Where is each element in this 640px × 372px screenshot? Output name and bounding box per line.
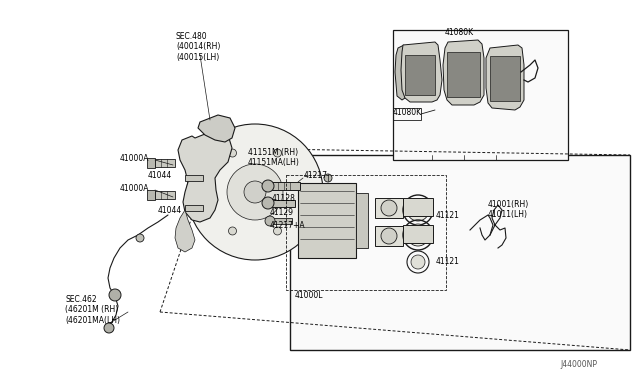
Polygon shape bbox=[198, 115, 235, 142]
Circle shape bbox=[381, 228, 397, 244]
Text: 41080K: 41080K bbox=[393, 108, 422, 116]
Bar bbox=[298, 183, 356, 258]
Circle shape bbox=[244, 181, 266, 203]
Text: SEC.462
(46201M (RH)
(46201MA(LH): SEC.462 (46201M (RH) (46201MA(LH) bbox=[65, 295, 120, 325]
Bar bbox=[290, 155, 630, 350]
Bar bbox=[393, 30, 568, 160]
Bar bbox=[490, 56, 520, 101]
Text: 41217: 41217 bbox=[304, 170, 328, 180]
Circle shape bbox=[407, 224, 429, 246]
Bar bbox=[153, 191, 175, 199]
Text: 41128: 41128 bbox=[272, 193, 296, 202]
Bar bbox=[405, 55, 435, 95]
Circle shape bbox=[407, 199, 429, 221]
Text: 41080K: 41080K bbox=[445, 28, 474, 37]
Polygon shape bbox=[486, 45, 524, 110]
Circle shape bbox=[136, 234, 144, 242]
Text: 41001(RH)
41011(LH): 41001(RH) 41011(LH) bbox=[488, 200, 529, 219]
Bar bbox=[375, 226, 403, 246]
Polygon shape bbox=[401, 42, 442, 102]
Text: 41121: 41121 bbox=[436, 211, 460, 219]
Bar bbox=[147, 158, 155, 168]
Bar bbox=[403, 198, 433, 216]
Circle shape bbox=[273, 149, 282, 157]
Text: 41000A: 41000A bbox=[120, 183, 150, 192]
Polygon shape bbox=[395, 45, 405, 100]
Bar bbox=[447, 52, 480, 97]
Text: 41000A: 41000A bbox=[120, 154, 150, 163]
Circle shape bbox=[411, 255, 425, 269]
Circle shape bbox=[262, 180, 274, 192]
Bar bbox=[375, 198, 403, 218]
Bar bbox=[356, 193, 368, 248]
Text: 41217+A: 41217+A bbox=[270, 221, 306, 230]
Text: 41151M (RH)
41151MA(LH): 41151M (RH) 41151MA(LH) bbox=[248, 148, 300, 167]
Circle shape bbox=[104, 323, 114, 333]
Bar bbox=[286, 175, 446, 290]
Circle shape bbox=[228, 227, 237, 235]
Circle shape bbox=[262, 197, 274, 209]
Bar bbox=[185, 205, 203, 211]
Text: 41129: 41129 bbox=[270, 208, 294, 217]
Circle shape bbox=[187, 124, 323, 260]
Bar bbox=[147, 190, 155, 200]
Polygon shape bbox=[178, 130, 232, 222]
Circle shape bbox=[273, 227, 282, 235]
Bar bbox=[153, 159, 175, 167]
Text: 41044: 41044 bbox=[148, 170, 172, 180]
Text: 41000L: 41000L bbox=[295, 291, 323, 299]
Bar bbox=[272, 218, 292, 224]
Text: SEC.480
(40014(RH)
(40015(LH): SEC.480 (40014(RH) (40015(LH) bbox=[176, 32, 220, 62]
Bar bbox=[270, 182, 300, 190]
Circle shape bbox=[109, 289, 121, 301]
Polygon shape bbox=[443, 40, 484, 105]
Text: 41121: 41121 bbox=[436, 257, 460, 266]
Circle shape bbox=[227, 164, 283, 220]
Bar bbox=[403, 225, 433, 243]
Circle shape bbox=[265, 216, 275, 226]
Circle shape bbox=[324, 174, 332, 182]
Circle shape bbox=[381, 200, 397, 216]
Text: J44000NP: J44000NP bbox=[560, 360, 597, 369]
Circle shape bbox=[228, 149, 237, 157]
Bar bbox=[185, 175, 203, 181]
Bar bbox=[393, 108, 421, 120]
Bar bbox=[270, 200, 295, 207]
Polygon shape bbox=[175, 210, 195, 252]
Text: 41044: 41044 bbox=[158, 205, 182, 215]
